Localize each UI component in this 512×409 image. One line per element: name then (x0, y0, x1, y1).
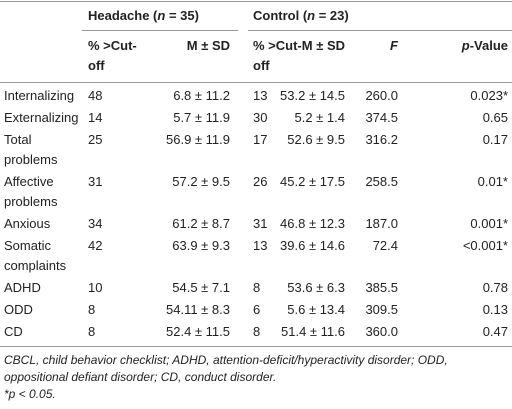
header-text: = 35) (165, 8, 199, 23)
column-header: % >Cut-off (253, 36, 313, 76)
table-cell: 57.2 ± 9.5 (172, 174, 230, 189)
table-cell: 0.023* (470, 88, 508, 103)
table-cell: 8 (88, 324, 96, 339)
table-cell: 0.001* (470, 216, 508, 231)
table-cell: 25 (88, 132, 103, 147)
table-cell: 13 (253, 88, 268, 103)
table-cell: 8 (88, 302, 96, 317)
row-label: Affective problems (4, 174, 58, 209)
table-cell: 72.4 (372, 238, 398, 253)
table-cell: 0.13 (482, 302, 508, 317)
row-label: Anxious (4, 216, 51, 231)
table-cell: 10 (88, 280, 103, 295)
header-text: M ± SD (301, 38, 345, 53)
row-label: Externalizing (4, 110, 79, 125)
table-cell: 13 (253, 238, 268, 253)
table-cell: 309.5 (365, 302, 398, 317)
table-cell: <0.001* (462, 238, 508, 253)
header-text: % >Cut-off (253, 38, 302, 73)
table-cell: 31 (253, 216, 268, 231)
table-cell: 6 (253, 302, 261, 317)
table-cell: 374.5 (365, 110, 398, 125)
header-text: n (307, 8, 316, 23)
group-header: Headache (n = 35) (88, 6, 288, 26)
table-cell: 54.5 ± 7.1 (172, 280, 230, 295)
group-rule (248, 30, 512, 31)
row-label: Somatic complaints (4, 238, 67, 273)
table-cell: 17 (253, 132, 268, 147)
table-cell: 42 (88, 238, 103, 253)
table-cell: 51.4 ± 11.6 (281, 324, 345, 339)
table-cell: 260.0 (365, 88, 398, 103)
table-cell: 52.6 ± 9.5 (287, 132, 345, 147)
table-cell: 53.6 ± 6.3 (287, 280, 345, 295)
table-cell: 360.0 (365, 324, 398, 339)
table-cell: 5.6 ± 13.4 (287, 302, 345, 317)
table-cell: 48 (88, 88, 103, 103)
row-label: CD (4, 324, 23, 339)
table-cell: 0.17 (482, 132, 508, 147)
table-cell: 0.01* (477, 174, 508, 189)
header-text: n (157, 8, 166, 23)
table-cell: 34 (88, 216, 103, 231)
table-cell: 61.2 ± 8.7 (172, 216, 230, 231)
header-text: -Value (469, 38, 508, 53)
row-label: Total problems (4, 132, 58, 167)
table-cell: 31 (88, 174, 103, 189)
table-cell: 316.2 (365, 132, 398, 147)
row-label: ADHD (4, 280, 41, 295)
table-cell: 6.8 ± 11.2 (173, 88, 230, 103)
footnote: *p < 0.05. (4, 387, 56, 401)
header-text: F (390, 38, 398, 53)
header-text: Headache ( (88, 8, 158, 23)
table-cell: 54.11 ± 8.3 (166, 302, 230, 317)
bottom-rule (0, 346, 512, 347)
table-cell: 187.0 (365, 216, 398, 231)
header-text: = 23) (315, 8, 349, 23)
table-cell: 46.8 ± 12.3 (280, 216, 345, 231)
table-cell: 14 (88, 110, 103, 125)
row-label: ODD (4, 302, 33, 317)
group-header: Control (n = 23) (253, 6, 453, 26)
table-cell: 52.4 ± 11.5 (166, 324, 230, 339)
table-cell: 8 (253, 280, 261, 295)
table-cell: 0.78 (482, 280, 508, 295)
table-cell: 0.47 (482, 324, 508, 339)
column-header: % >Cut-off (88, 36, 148, 76)
header-text: % >Cut-off (88, 38, 137, 73)
top-rule (0, 1, 512, 2)
column-header: M ± SD (140, 36, 230, 56)
column-header: p-Value (428, 36, 508, 56)
table-cell: 258.5 (365, 174, 398, 189)
table-cell: 30 (253, 110, 268, 125)
header-rule (0, 82, 512, 83)
header-text: M ± SD (186, 38, 230, 53)
group-rule (82, 30, 238, 31)
table-cell: 0.65 (482, 110, 508, 125)
table-cell: 45.2 ± 17.5 (280, 174, 345, 189)
header-text: Control ( (253, 8, 308, 23)
table-cell: 385.5 (365, 280, 398, 295)
table-cell: 26 (253, 174, 268, 189)
table-cell: 5.2 ± 1.4 (294, 110, 345, 125)
table-cell: 56.9 ± 11.9 (166, 132, 230, 147)
table-cell: 63.9 ± 9.3 (172, 238, 230, 253)
footnote: CBCL, child behavior checklist; ADHD, at… (4, 353, 448, 384)
table-cell: 39.6 ± 14.6 (280, 238, 345, 253)
table-cell: 8 (253, 324, 261, 339)
column-header: M ± SD (255, 36, 345, 56)
table-cell: 53.2 ± 14.5 (280, 88, 345, 103)
header-text: p (461, 38, 470, 53)
row-label: Internalizing (4, 88, 75, 103)
table-cell: 5.7 ± 11.9 (173, 110, 230, 125)
column-header: F (348, 36, 398, 56)
